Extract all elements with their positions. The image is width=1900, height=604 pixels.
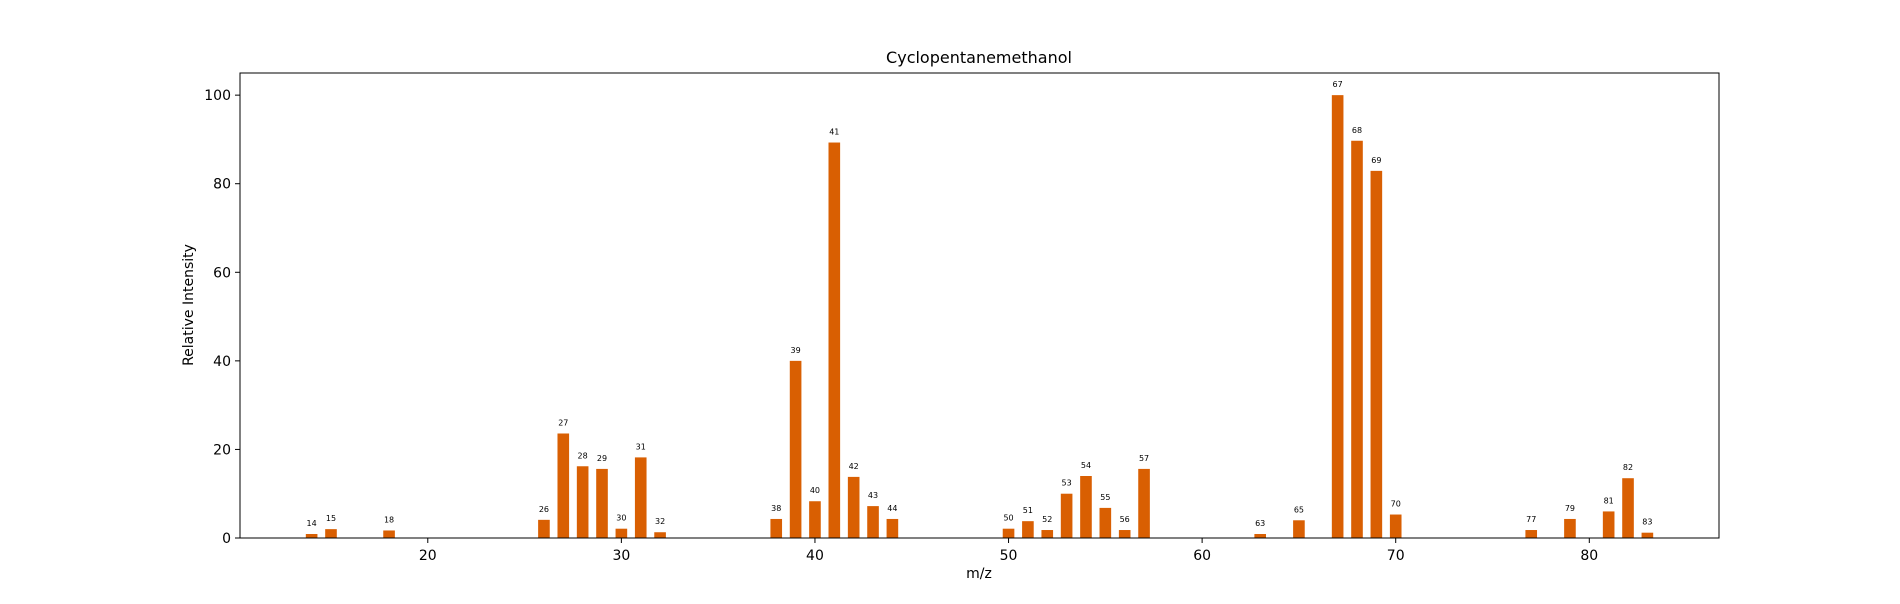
bar-mz-38 [770, 518, 783, 538]
x-tick-label-40: 40 [806, 548, 824, 564]
bar-label-mz-67: 67 [1333, 80, 1343, 89]
y-tick-label-40: 40 [213, 354, 231, 370]
bar-label-mz-31: 31 [636, 442, 646, 451]
bar-mz-28 [576, 466, 589, 538]
bar-label-mz-14: 14 [307, 519, 317, 528]
bar-label-mz-39: 39 [790, 346, 800, 355]
bar-label-mz-81: 81 [1604, 496, 1614, 505]
bar-labels-layer: 14 15 18 26 27 28 29 30 31 32 38 39 40 41 42 43 44 50 51 52… [307, 80, 1653, 528]
bar-label-mz-27: 27 [558, 418, 568, 427]
bar-mz-41 [828, 142, 841, 538]
bar-label-mz-52: 52 [1042, 515, 1052, 524]
bar-mz-55 [1099, 507, 1112, 538]
bar-label-mz-79: 79 [1565, 504, 1575, 513]
bar-mz-40 [809, 501, 821, 538]
bar-label-mz-57: 57 [1139, 454, 1149, 463]
bar-mz-83 [1641, 532, 1654, 538]
bar-label-mz-55: 55 [1100, 493, 1110, 502]
bar-label-mz-38: 38 [771, 504, 781, 513]
bar-mz-44 [886, 518, 899, 538]
bar-mz-43 [867, 506, 879, 538]
bar-mz-50 [1002, 528, 1015, 538]
bar-mz-63 [1254, 534, 1267, 538]
bar-mz-57 [1138, 468, 1150, 538]
y-axis-label: Relative Intensity [181, 244, 197, 366]
chart-title: Cyclopentanemethanol [886, 48, 1072, 67]
bar-label-mz-15: 15 [326, 514, 336, 523]
y-tick-label-0: 0 [222, 531, 231, 547]
y-tick-label-60: 60 [213, 265, 231, 281]
bar-label-mz-28: 28 [578, 451, 588, 460]
x-tick-label-80: 80 [1580, 548, 1598, 564]
y-tick-label-20: 20 [213, 442, 231, 458]
bar-mz-68 [1351, 140, 1363, 538]
bar-mz-79 [1564, 518, 1576, 538]
bar-mz-30 [615, 528, 628, 538]
bar-mz-52 [1041, 530, 1054, 538]
bar-mz-32 [654, 532, 666, 538]
bar-label-mz-18: 18 [384, 515, 394, 524]
bar-label-mz-53: 53 [1062, 479, 1072, 488]
bar-mz-54 [1080, 476, 1092, 538]
x-tick-label-20: 20 [419, 548, 437, 564]
x-tick-label-50: 50 [1000, 548, 1018, 564]
bar-label-mz-56: 56 [1120, 515, 1130, 524]
bar-label-mz-82: 82 [1623, 463, 1633, 472]
y-axis-ticks: 0 20 40 60 80 100 [204, 88, 240, 547]
bar-label-mz-63: 63 [1255, 519, 1265, 528]
x-tick-label-60: 60 [1193, 548, 1211, 564]
bar-label-mz-70: 70 [1391, 500, 1401, 509]
bar-label-mz-50: 50 [1003, 514, 1013, 523]
bar-label-mz-77: 77 [1526, 515, 1536, 524]
x-axis-label: m/z [966, 566, 992, 582]
bar-mz-42 [847, 476, 860, 538]
bar-mz-77 [1525, 530, 1538, 538]
bar-label-mz-42: 42 [849, 462, 859, 471]
x-tick-label-70: 70 [1387, 548, 1405, 564]
bar-mz-67 [1331, 95, 1344, 538]
bar-mz-81 [1602, 511, 1615, 538]
bar-label-mz-29: 29 [597, 454, 607, 463]
bar-label-mz-54: 54 [1081, 461, 1091, 470]
bar-label-mz-69: 69 [1371, 156, 1381, 165]
bar-mz-82 [1622, 478, 1634, 538]
bar-label-mz-51: 51 [1023, 506, 1033, 515]
y-tick-label-100: 100 [204, 88, 231, 104]
bar-mz-56 [1118, 530, 1131, 538]
bar-mz-69 [1370, 170, 1383, 538]
bar-mz-27 [557, 433, 570, 538]
bar-label-mz-40: 40 [810, 486, 820, 495]
bar-mz-15 [325, 529, 337, 538]
bar-mz-29 [596, 468, 608, 538]
bar-mz-14 [305, 534, 318, 538]
bar-label-mz-68: 68 [1352, 126, 1362, 135]
bar-label-mz-43: 43 [868, 491, 878, 500]
bar-label-mz-32: 32 [655, 517, 665, 526]
bar-mz-51 [1022, 521, 1034, 538]
bars-layer [305, 95, 1654, 538]
y-tick-label-80: 80 [213, 177, 231, 193]
bar-mz-39 [789, 360, 802, 538]
x-tick-label-30: 30 [612, 548, 630, 564]
x-axis-ticks: 20 30 40 50 60 70 80 [419, 538, 1598, 564]
bar-label-mz-41: 41 [829, 128, 839, 137]
bar-label-mz-30: 30 [616, 514, 626, 523]
bar-mz-53 [1060, 493, 1073, 538]
bar-label-mz-44: 44 [887, 504, 897, 513]
bar-mz-31 [634, 457, 647, 538]
bar-mz-26 [538, 519, 550, 538]
bar-mz-70 [1389, 514, 1402, 538]
bar-mz-18 [383, 530, 395, 538]
bar-label-mz-83: 83 [1642, 518, 1652, 527]
plot-area-frame [239, 72, 1720, 539]
bar-label-mz-65: 65 [1294, 505, 1304, 514]
bar-mz-65 [1293, 520, 1305, 538]
bar-label-mz-26: 26 [539, 505, 549, 514]
